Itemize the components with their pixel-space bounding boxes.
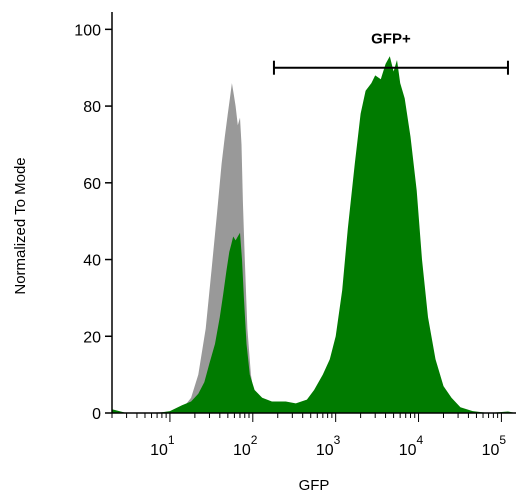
histogram-area-0 xyxy=(112,83,516,413)
gate-bar: GFP+ xyxy=(272,31,509,75)
gate-label: GFP+ xyxy=(371,31,411,48)
x-tick-label-exponent: 1 xyxy=(168,433,175,447)
y-tick-label: 100 xyxy=(74,22,101,39)
y-tick-label: 60 xyxy=(83,176,101,193)
y-tick-label: 40 xyxy=(83,253,101,270)
x-tick-label-exponent: 4 xyxy=(417,433,424,447)
x-tick-label-exponent: 5 xyxy=(499,433,506,447)
x-tick-label-base: 10 xyxy=(399,442,417,459)
histogram-areas xyxy=(112,56,516,413)
y-ticks: 0 20 40 60 80 100 xyxy=(74,22,112,423)
x-tick-label-base: 10 xyxy=(150,442,168,459)
x-tick-label-exponent: 3 xyxy=(334,433,341,447)
x-tick-label-exponent: 2 xyxy=(251,433,258,447)
x-axis-label: GFP xyxy=(299,477,330,494)
x-tick-label-base: 10 xyxy=(233,442,251,459)
y-tick-label: 20 xyxy=(83,329,101,346)
y-axis-label: Normalized To Mode xyxy=(12,157,29,294)
x-tick-label-base: 10 xyxy=(482,442,500,459)
histogram-area-1 xyxy=(112,56,516,413)
y-tick-label: 80 xyxy=(83,99,101,116)
y-tick-label: 0 xyxy=(92,406,101,423)
x-tick-label-base: 10 xyxy=(316,442,334,459)
